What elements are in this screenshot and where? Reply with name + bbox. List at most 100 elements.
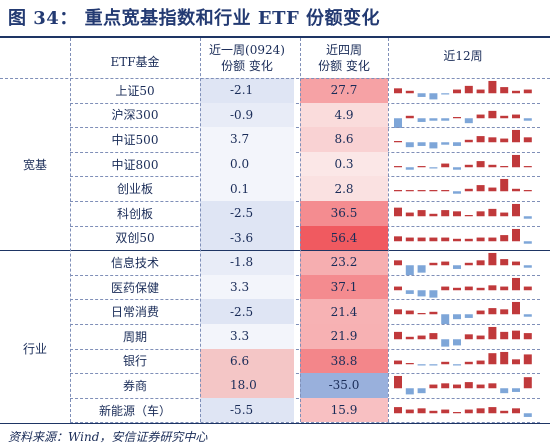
spark-bar [476,211,485,217]
month-change-value: 8.6 [334,132,354,147]
spark-bar [441,409,450,414]
spark-bar [394,286,402,291]
spark-bar [523,354,532,364]
spark-bar [453,384,461,389]
week-change-cell: -1.8 [200,250,294,275]
spark-bar [512,228,520,241]
spark-bar [453,314,461,320]
etf-name: 沪深300 [111,108,159,123]
sparkline-12w [394,179,532,195]
month-change-value: 56.4 [330,230,358,245]
week-change-value: 18.0 [230,378,257,393]
etf-name-cell: 沪深300 [70,103,200,128]
spark-bar [429,384,438,389]
spark-bar [500,212,509,217]
month-change-cell: 21.9 [300,324,388,349]
month-change-cell: 56.4 [300,225,388,251]
month-change-value: 21.9 [330,329,358,344]
week-change-cell: -5.5 [200,397,294,423]
bottom-rule [0,423,550,424]
spark-bar [476,335,485,340]
spark-bar [488,208,497,217]
week-change-cell: 3.7 [200,127,294,152]
header-week-line1: 近一周(0924) [209,43,285,57]
spark-bar [394,331,402,340]
week-change-cell: 3.3 [200,274,294,300]
spark-bar [523,165,532,168]
spark-bar [394,406,402,414]
spark-bar [523,314,532,318]
spark-bar [417,265,426,273]
spark-bar [417,93,426,97]
spark-bar [476,408,485,414]
month-change-cell: -35.0 [300,373,388,398]
spark-bar [500,259,509,266]
month-change-value: 38.8 [330,353,358,368]
spark-bar [405,336,414,340]
header-etf: ETF基金 [70,44,200,80]
etf-name: 科创板 [116,206,153,221]
spark-bar [476,260,485,266]
group-label: 行业 [0,250,70,447]
spark-bar [523,137,532,143]
week-change-value: 0.1 [230,181,250,196]
sparkline-12w [394,154,532,170]
source-note: 资料来源：Wind，安信证券研究中心 [8,430,208,444]
spark-bar [417,142,426,147]
etf-name: 医药保健 [110,280,159,295]
spark-bar [500,309,509,315]
week-change-cell: -3.6 [200,225,294,251]
spark-bar [512,203,520,217]
spark-bar [512,114,520,118]
spark-bar [488,164,497,168]
spark-bar [488,80,497,94]
month-change-cell: 38.8 [300,348,388,374]
spark-bar [429,142,438,149]
sparkline-12w [394,228,532,244]
spark-bar [488,406,497,414]
spark-bar [500,138,509,143]
spark-bar [453,191,461,195]
week-change-value: 3.7 [230,132,250,147]
spark-bar [441,361,450,364]
week-change-cell: -2.5 [200,201,294,226]
header-month-line1: 近四周 [325,43,362,57]
spark-bar [500,179,509,192]
group-label-text: 宽基 [22,157,47,172]
spark-bar [500,351,509,364]
spark-bar [441,314,450,325]
week-change-cell: 0.1 [200,176,294,201]
spark-bar [464,139,473,143]
spark-bar [464,314,473,319]
month-change-cell: 0.3 [300,151,388,177]
week-change-cell: -2.5 [200,299,294,324]
month-change-cell: 8.6 [300,127,388,152]
spark-bar [464,238,473,241]
spark-bar [464,286,473,291]
spark-bar [429,333,438,340]
month-change-cell: 4.9 [300,102,388,128]
spark-bar [512,330,520,340]
row-divider [70,422,540,424]
spark-bar [441,190,450,192]
spark-bar [512,189,520,192]
spark-bar [488,352,497,364]
spark-bar [476,185,485,192]
spark-bar [500,87,509,94]
spark-bar [512,154,520,168]
month-change-cell: 15.9 [300,397,388,423]
spark-bar [417,290,426,297]
spark-bar [464,382,473,389]
spark-bar [417,210,426,217]
month-change-value: 23.2 [330,255,358,270]
spark-bar [441,237,450,241]
header-month: 近四周 份额 变化 [300,38,388,78]
column-divider [70,38,71,423]
spark-bar [488,285,497,291]
header-etf-label: ETF基金 [110,55,160,69]
spark-bar [441,142,450,145]
header-12w: 近12周 [388,38,538,74]
top-rule [0,36,550,38]
spark-bar [488,383,497,389]
spark-bar [464,409,473,414]
